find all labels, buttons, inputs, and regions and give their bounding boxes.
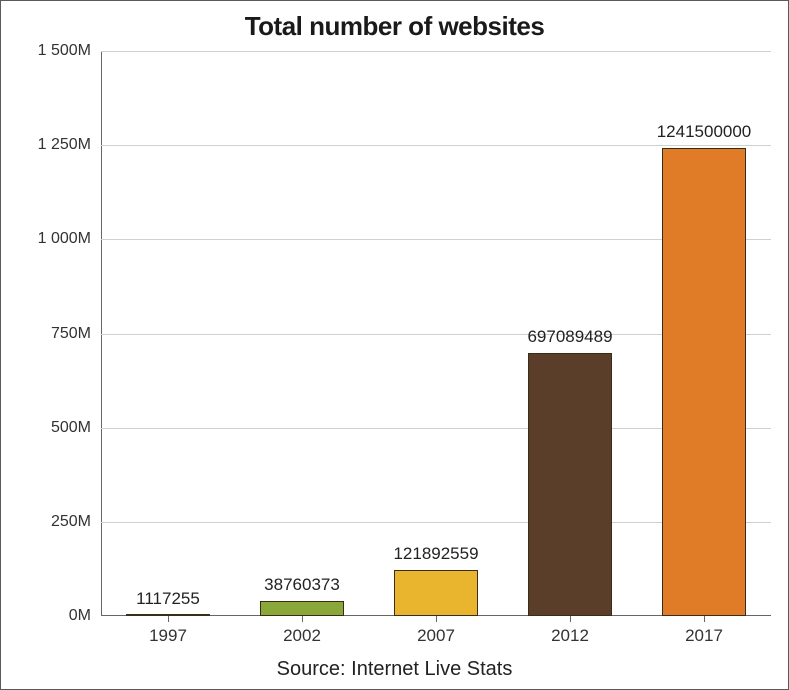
y-tick-label: 1 000M [38,230,101,248]
y-tick-label: 1 250M [38,136,101,154]
bar-value-label: 1241500000 [604,122,789,142]
bar [260,601,343,616]
plot-area: 0M250M500M750M1 000M1 250M1 500M11172551… [101,51,771,616]
x-tick-label: 1997 [149,626,187,646]
x-tick-label: 2002 [283,626,321,646]
gridline [101,51,771,52]
x-tick [302,616,303,622]
x-tick [704,616,705,622]
chart-frame: Total number of websites 0M250M500M750M1… [0,0,789,690]
bar [662,148,745,616]
y-tick-label: 500M [51,419,101,437]
y-tick-label: 1 500M [38,42,101,60]
bar [528,353,611,616]
bar-value-label: 121892559 [336,544,536,564]
gridline [101,145,771,146]
bar-value-label: 697089489 [470,327,670,347]
x-tick-label: 2017 [685,626,723,646]
bar [394,570,477,616]
y-tick-label: 250M [51,513,101,531]
source-label: Source: Internet Live Stats [1,658,788,681]
x-tick [570,616,571,622]
x-tick-label: 2007 [417,626,455,646]
y-tick-label: 750M [51,325,101,343]
x-tick-label: 2012 [551,626,589,646]
y-tick-label: 0M [69,607,101,625]
chart-title: Total number of websites [1,11,788,42]
x-tick [168,616,169,622]
x-tick [436,616,437,622]
bar-value-label: 38760373 [202,575,402,595]
